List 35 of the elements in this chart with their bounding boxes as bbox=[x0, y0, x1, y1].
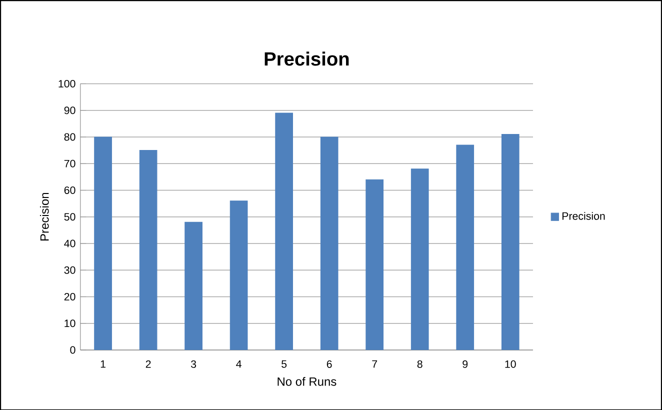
y-tick-label: 100 bbox=[58, 80, 76, 88]
chart-title: Precision bbox=[264, 51, 349, 66]
x-axis-title: No of Runs bbox=[278, 376, 336, 386]
bar bbox=[94, 136, 112, 350]
legend-label: Precision bbox=[562, 212, 605, 220]
y-tick-label: 60 bbox=[64, 186, 76, 194]
x-tick-label: 10 bbox=[505, 360, 516, 368]
y-tick-label: 40 bbox=[64, 240, 76, 248]
x-tick-label: 1 bbox=[100, 360, 106, 368]
bar bbox=[410, 168, 429, 350]
y-tick-label: 20 bbox=[64, 292, 76, 300]
x-tick-label: 5 bbox=[282, 360, 287, 368]
bar bbox=[501, 134, 520, 350]
x-tick-label: 8 bbox=[417, 360, 422, 368]
bar bbox=[366, 179, 384, 350]
y-tick-label: 50 bbox=[64, 212, 76, 220]
x-tick-label: 6 bbox=[326, 360, 332, 368]
x-tick-label: 9 bbox=[462, 360, 468, 368]
bar bbox=[139, 150, 158, 350]
y-tick-label: 90 bbox=[64, 106, 76, 114]
x-tick-label: 2 bbox=[146, 360, 151, 368]
bar bbox=[456, 144, 474, 350]
x-tick-label: 3 bbox=[190, 360, 196, 368]
y-axis-title: Precision bbox=[40, 192, 49, 240]
x-tick-label: 7 bbox=[372, 360, 378, 368]
y-tick-label: 80 bbox=[64, 133, 76, 141]
bar bbox=[230, 200, 248, 350]
bar bbox=[320, 136, 338, 350]
bar bbox=[184, 222, 202, 350]
y-tick-label: 10 bbox=[64, 319, 76, 327]
y-tick-label: 30 bbox=[64, 266, 76, 274]
y-tick-label: 0 bbox=[70, 346, 76, 354]
x-tick-label: 4 bbox=[236, 360, 242, 368]
bar bbox=[275, 112, 293, 350]
y-tick-label: 70 bbox=[64, 160, 76, 168]
